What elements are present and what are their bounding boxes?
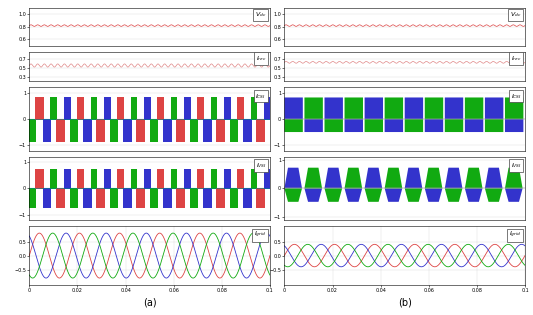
Text: $I_{VSI}$: $I_{VSI}$ (511, 161, 521, 170)
X-axis label: (a): (a) (143, 297, 157, 307)
Text: $I_{CSI}$: $I_{CSI}$ (511, 92, 521, 101)
Text: $I_{VSI}$: $I_{VSI}$ (255, 161, 266, 170)
Text: $V_{dc}$: $V_{dc}$ (510, 10, 521, 20)
Text: $I_{grid}$: $I_{grid}$ (509, 230, 521, 240)
Text: $I_{CSI}$: $I_{CSI}$ (255, 92, 266, 101)
Text: $I_{grid}$: $I_{grid}$ (254, 230, 266, 240)
X-axis label: (b): (b) (398, 297, 411, 307)
Text: $V_{dc}$: $V_{dc}$ (255, 10, 266, 20)
Text: $I_{rec}$: $I_{rec}$ (256, 54, 266, 63)
Text: $I_{rec}$: $I_{rec}$ (511, 54, 521, 63)
